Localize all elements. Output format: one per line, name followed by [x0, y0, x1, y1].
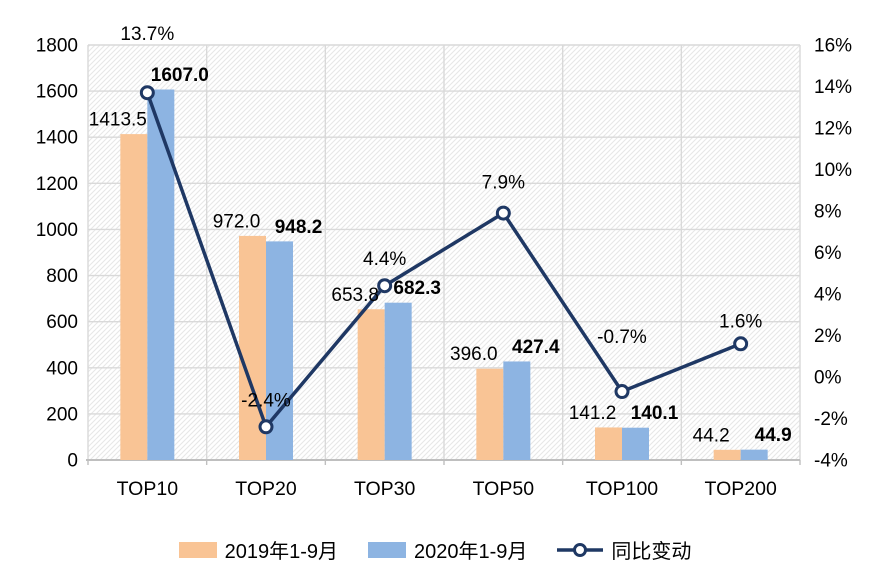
yoy-marker-top20	[258, 419, 274, 435]
right-axis-label: 14%	[814, 77, 852, 98]
right-axis-label: 0%	[814, 368, 842, 389]
yoy-marker-top10	[139, 85, 155, 101]
right-axis-label: 12%	[814, 119, 852, 140]
left-axis-label: 1400	[36, 128, 78, 149]
bar-label-2019-top50: 396.0	[450, 344, 498, 365]
bar-2019-top200	[713, 449, 741, 460]
bar-label-2020-top10: 1607.0	[151, 65, 209, 86]
chart-legend: 2019年1-9月 2020年1-9月 同比变动	[0, 505, 870, 586]
bar-label-2020-top100: 140.1	[631, 403, 679, 424]
legend-item-2020: 2020年1-9月	[368, 535, 527, 564]
yoy-marker-top30	[377, 278, 393, 294]
bar-2020-top100	[622, 427, 649, 460]
yoy-marker-top100	[614, 384, 630, 400]
category-label-top20: TOP20	[235, 478, 297, 500]
yoy-label-top10: 13.7%	[120, 24, 174, 45]
legend-swatch-2020-bar-icon	[368, 541, 406, 558]
left-axis-label: 1800	[36, 36, 78, 57]
bar-2019-top30	[357, 309, 385, 460]
legend-swatch-2019-bar-icon	[178, 541, 217, 558]
yoy-marker-top200	[733, 336, 749, 352]
legend-label-yoy: 同比变动	[611, 541, 692, 563]
category-label-top100: TOP100	[586, 478, 658, 500]
left-axis-label: 400	[46, 358, 78, 379]
yoy-label-top50: 7.9%	[482, 173, 525, 194]
yoy-label-top100: -0.7%	[597, 327, 647, 348]
legend-item-2019: 2019年1-9月	[178, 535, 338, 564]
bar-label-2019-top10: 1413.5	[89, 110, 147, 131]
legend-label-2020: 2020年1-9月	[414, 541, 528, 563]
left-axis-label: 600	[46, 312, 78, 333]
bar-2020-top30	[384, 302, 412, 460]
bar-2019-top50	[476, 368, 504, 460]
bar-label-2020-top200: 44.9	[755, 425, 792, 446]
left-axis-label: 800	[46, 266, 78, 287]
category-label-top30: TOP30	[354, 478, 416, 500]
category-label-top10: TOP10	[117, 478, 179, 500]
bar-2019-top10	[120, 134, 148, 460]
legend-item-yoy: 同比变动	[557, 535, 691, 564]
bar-label-2020-top20: 948.2	[275, 217, 323, 238]
left-axis-label: 1000	[36, 220, 78, 241]
line-with-circle-marker-icon	[557, 542, 604, 557]
bar-2020-top50	[503, 361, 531, 460]
left-axis-label: 1600	[36, 82, 78, 103]
right-axis-label: 8%	[814, 202, 842, 223]
bar-label-2019-top30: 653.8	[331, 285, 379, 306]
chart-container: 1413.5 972.0 653.8 396.0 141.2 44.2 1607.0 948.…	[35, 24, 853, 500]
left-axis-label: 0	[67, 451, 78, 472]
combo-chart: 1413.5 972.0 653.8 396.0 141.2 44.2 1607.0 948.…	[35, 24, 853, 500]
right-axis-label: 4%	[814, 285, 842, 306]
legend-label-2019: 2019年1-9月	[224, 541, 338, 563]
right-axis-label: 16%	[814, 36, 852, 57]
right-axis-label: -4%	[814, 451, 848, 472]
bar-label-2019-top20: 972.0	[213, 211, 261, 232]
bar-label-2019-top100: 141.2	[569, 403, 617, 424]
yoy-change-line	[145, 92, 742, 431]
right-axis-label: 2%	[814, 326, 842, 347]
bar-label-2019-top200: 44.2	[693, 425, 730, 446]
right-axis-label: -2%	[814, 409, 848, 430]
bar-2019-top100	[595, 427, 622, 460]
category-label-top50: TOP50	[473, 478, 535, 500]
left-axis-label: 200	[46, 404, 78, 425]
bar-2020-top200	[740, 449, 768, 460]
left-axis-label: 1200	[36, 174, 78, 195]
right-axis-label: 6%	[814, 243, 842, 264]
yoy-label-top200: 1.6%	[719, 311, 762, 332]
yoy-marker-top50	[495, 205, 511, 221]
bar-2020-top10	[147, 89, 175, 460]
category-label-top200: TOP200	[705, 478, 777, 500]
bar-label-2020-top30: 682.3	[393, 278, 441, 299]
yoy-label-top30: 4.4%	[363, 249, 406, 270]
yoy-label-top20: -2.4%	[241, 390, 291, 411]
bar-label-2020-top50: 427.4	[512, 337, 560, 358]
right-axis-label: 10%	[814, 160, 852, 181]
